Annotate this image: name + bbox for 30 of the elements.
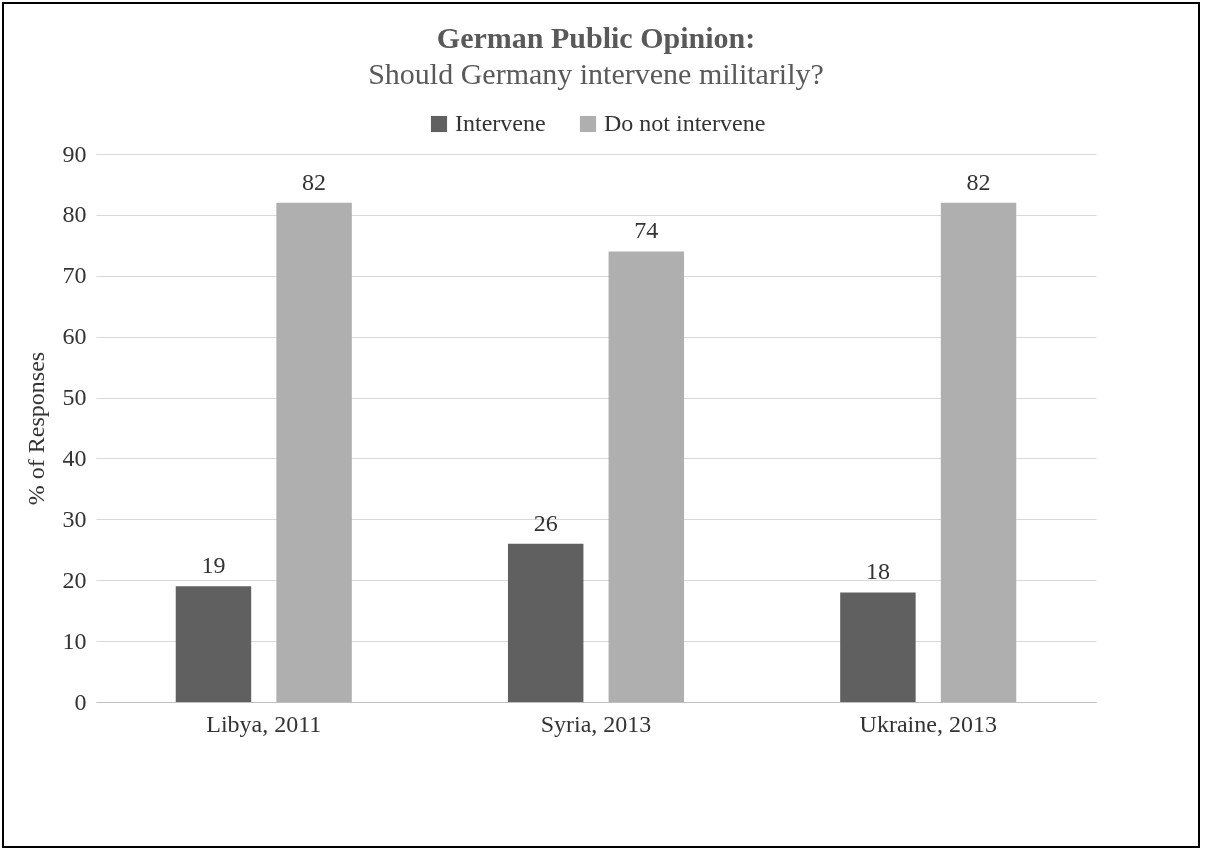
x-tick-label: Syria, 2013 [540, 710, 652, 737]
x-tick-label: Ukraine, 2013 [859, 710, 997, 737]
x-tick-label: Libya, 2011 [206, 710, 322, 737]
data-label: 82 [966, 168, 991, 195]
y-axis-title: % of Responses [22, 351, 49, 506]
y-tick-label: 40 [62, 444, 87, 471]
y-tick-label: 80 [62, 201, 87, 228]
legend-label: Do not intervene [604, 110, 766, 136]
y-tick-label: 30 [62, 505, 87, 532]
y-tick-label: 0 [74, 688, 87, 715]
bar [840, 592, 916, 702]
data-label: 18 [865, 558, 890, 585]
data-label: 19 [201, 552, 226, 579]
chart-subtitle: Should Germany intervene militarily? [368, 57, 824, 90]
data-label: 82 [302, 168, 327, 195]
data-label: 26 [533, 509, 558, 536]
y-tick-label: 60 [62, 323, 87, 350]
y-tick-label: 10 [62, 627, 87, 654]
y-tick-label: 70 [62, 262, 87, 289]
bar [940, 202, 1017, 702]
chart-title: German Public Opinion: [436, 21, 756, 54]
bar [507, 543, 584, 702]
y-tick-label: 90 [62, 140, 87, 167]
bar [276, 202, 352, 702]
bar [175, 586, 252, 702]
data-label: 74 [634, 217, 659, 244]
y-tick-label: 20 [62, 566, 87, 593]
bar [608, 251, 685, 702]
legend-label: Intervene [455, 110, 546, 136]
y-tick-label: 50 [62, 384, 87, 411]
